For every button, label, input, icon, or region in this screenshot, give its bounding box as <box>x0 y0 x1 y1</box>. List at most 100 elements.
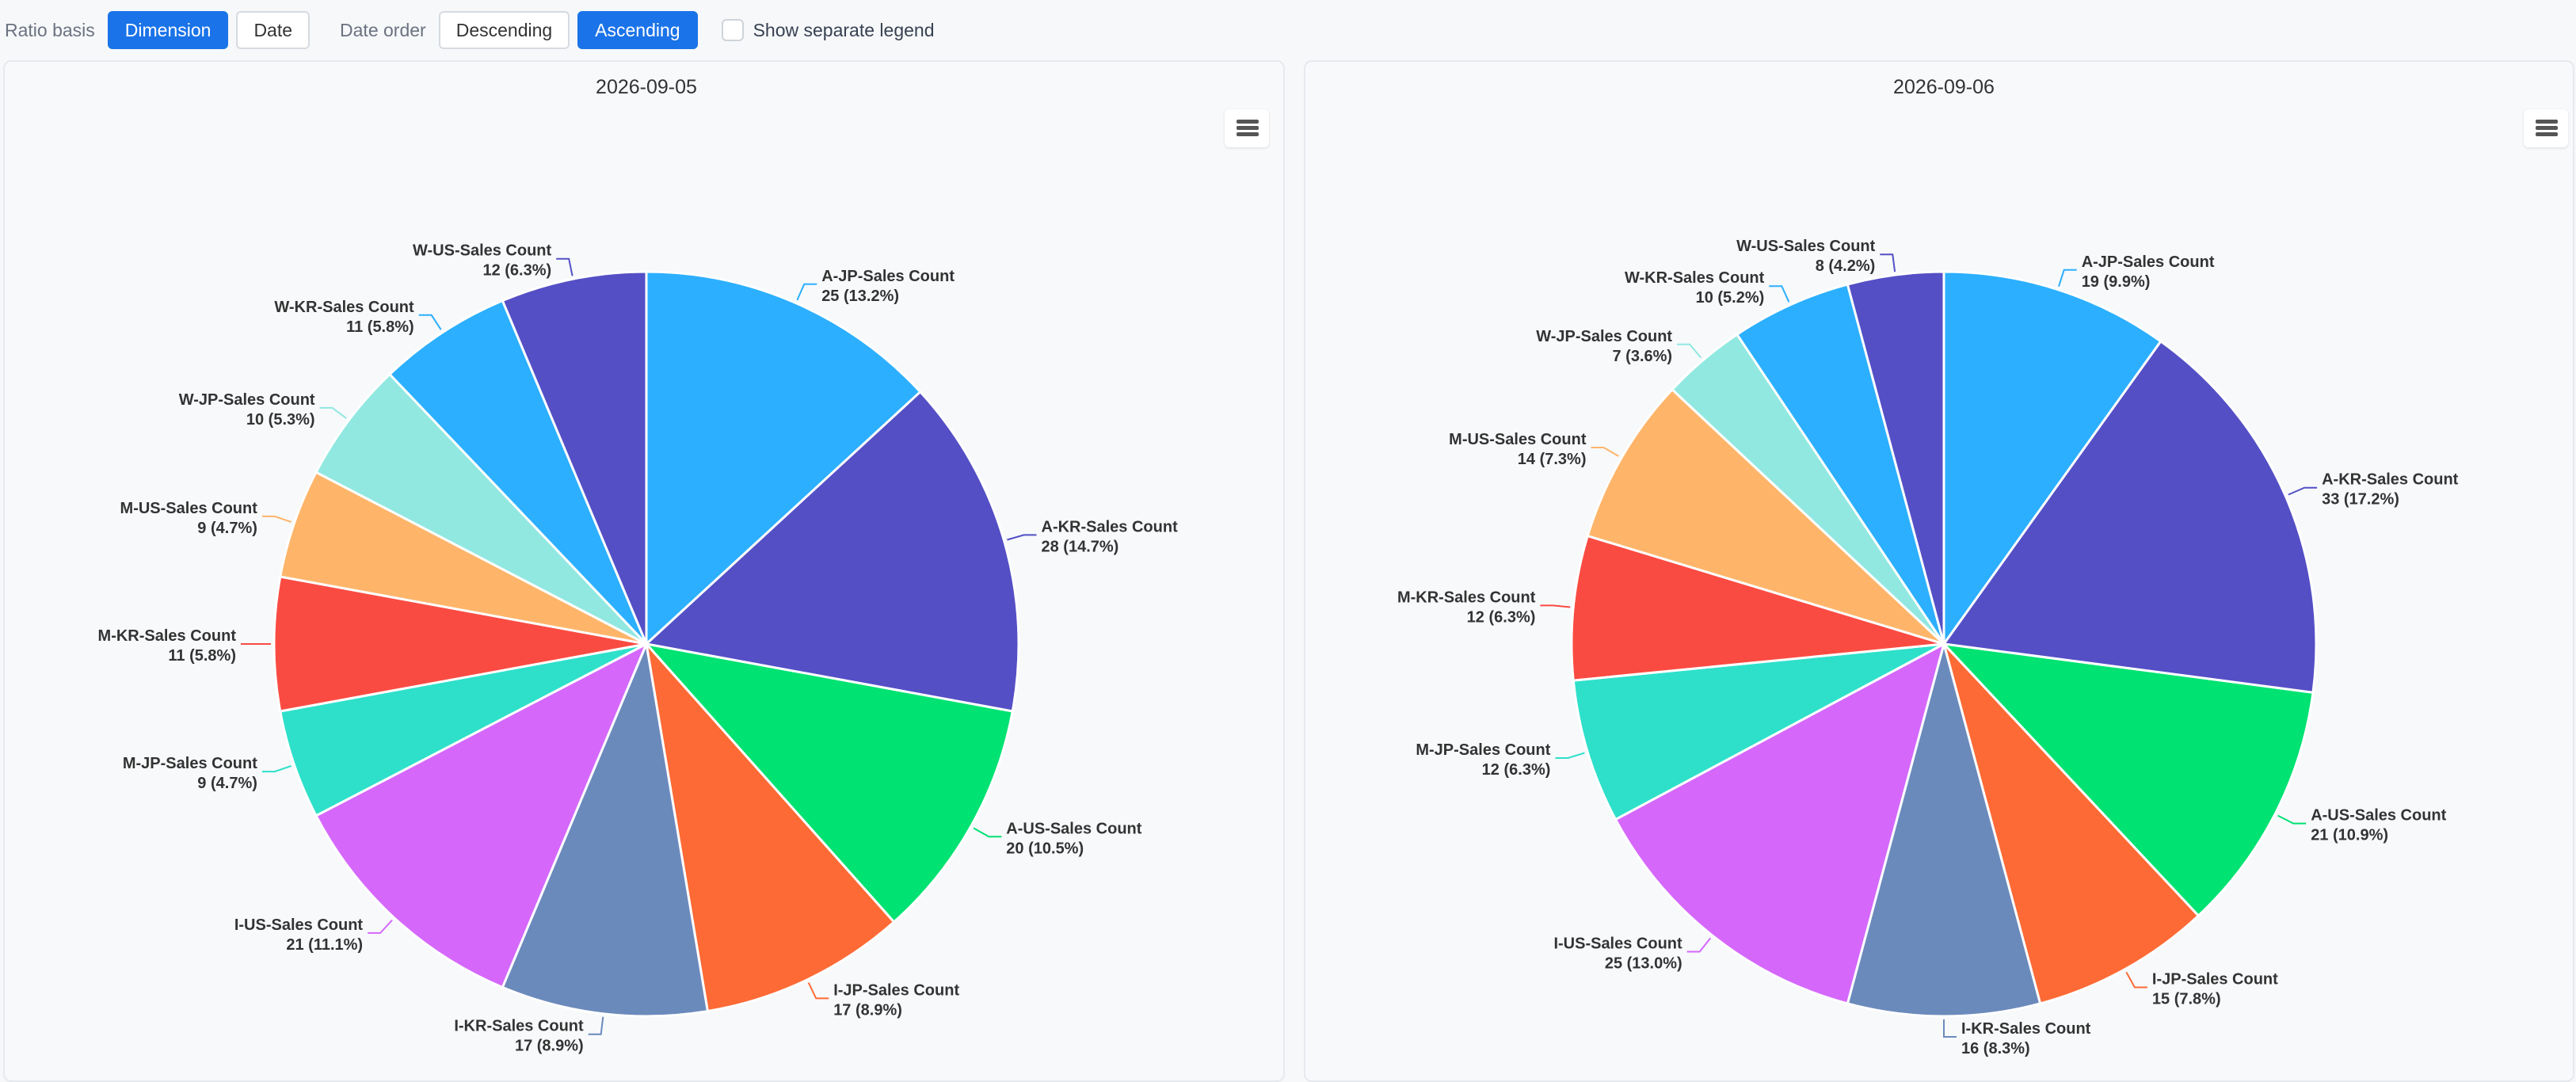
slice-label-value: 20 (10.5%) <box>1006 840 1084 857</box>
slice-label-name: A-US-Sales Count <box>1006 820 1141 837</box>
label-connector <box>368 920 393 934</box>
label-connector <box>588 1016 604 1035</box>
slice-label-value: 15 (7.8%) <box>2152 991 2221 1008</box>
pie-slice-w-kr-sales count[interactable] <box>388 299 648 646</box>
slice-label-value: 9 (4.7%) <box>197 775 257 792</box>
slice-label-value: 17 (8.9%) <box>515 1038 584 1055</box>
slice-label-value: 10 (5.3%) <box>246 411 315 429</box>
chart-panel-2: 2026-09-06 A-JP-Sales Count 19 (9.9%) A-KR-… <box>1304 60 2574 1082</box>
label-connector <box>556 257 574 276</box>
ratio-basis-label: Ratio basis <box>5 19 95 40</box>
separate-legend-checkbox[interactable] <box>721 19 744 41</box>
slice-label-name: I-KR-Sales Count <box>454 1018 584 1035</box>
label-connector <box>1677 343 1702 359</box>
slice-label-name: I-KR-Sales Count <box>1961 1020 2091 1038</box>
slice-label-name: W-US-Sales Count <box>413 242 551 260</box>
slice-label-value: 19 (9.9%) <box>2082 273 2151 291</box>
label-connector <box>2125 971 2147 989</box>
date-order-label: Date order <box>340 19 426 40</box>
pie-slice-a-kr-sales count[interactable] <box>645 391 1020 713</box>
pie-slice-w-us-sales count[interactable] <box>501 270 648 646</box>
slice-label-name: I-US-Sales Count <box>234 916 364 934</box>
label-connector <box>973 827 1002 838</box>
slice-label-name: M-KR-Sales Count <box>98 627 237 645</box>
slice-label-name: M-US-Sales Count <box>120 500 258 517</box>
slice-label-name: M-KR-Sales Count <box>1397 589 1536 606</box>
slice-label-name: M-JP-Sales Count <box>1416 741 1550 759</box>
slice-label-value: 33 (17.2%) <box>2322 491 2399 509</box>
label-connector <box>261 515 292 524</box>
slice-label-name: W-JP-Sales Count <box>179 391 315 409</box>
toolbar: Ratio basis Dimension Date Date order De… <box>0 0 2576 60</box>
pie-slice-a-jp-sales count[interactable] <box>645 270 922 646</box>
pie-slice-a-kr-sales count[interactable] <box>1942 340 2318 694</box>
date-button[interactable]: Date <box>236 11 311 49</box>
slice-label-name: W-KR-Sales Count <box>1625 269 1765 287</box>
label-connector <box>1880 253 1896 272</box>
label-connector <box>1555 752 1585 759</box>
pie-slice-i-kr-sales count[interactable] <box>1846 642 2042 1018</box>
slice-label-value: 12 (6.3%) <box>482 262 551 280</box>
slice-label-value: 7 (3.6%) <box>1613 348 1673 365</box>
label-connector <box>1943 1019 1957 1038</box>
slice-label-value: 21 (10.9%) <box>2311 827 2388 844</box>
pie-slice-w-us-sales count[interactable] <box>1846 270 1945 646</box>
chart-title: 2026-09-05 <box>596 76 697 98</box>
hamburger-icon <box>2536 120 2558 124</box>
slice-label-value: 11 (5.8%) <box>168 647 236 665</box>
slice-label-value: 11 (5.8%) <box>346 318 414 336</box>
slice-label-value: 25 (13.0%) <box>1605 955 1682 973</box>
pie-slice-w-jp-sales count[interactable] <box>314 373 648 646</box>
pie-slice-w-kr-sales count[interactable] <box>1736 283 1945 646</box>
dimension-button[interactable]: Dimension <box>107 11 229 49</box>
chart-title: 2026-09-06 <box>1893 76 1995 98</box>
pie-slice-i-kr-sales count[interactable] <box>501 642 709 1018</box>
label-connector <box>418 314 442 330</box>
chart-menu-button[interactable] <box>2524 109 2568 147</box>
label-connector <box>2277 814 2307 825</box>
chart-panel-1: 2026-09-05 A-JP-Sales Count 25 (13.2%) A-KR… <box>3 60 1285 1082</box>
pie-slice-i-us-sales count[interactable] <box>1614 642 1945 1005</box>
pie-slice-a-jp-sales count[interactable] <box>1942 270 2163 646</box>
slice-label-value: 10 (5.2%) <box>1696 289 1765 307</box>
slice-label-value: 28 (14.7%) <box>1042 538 1119 555</box>
slice-label-name: I-JP-Sales Count <box>833 981 959 999</box>
ascending-button[interactable]: Ascending <box>577 11 698 49</box>
label-connector <box>261 764 292 773</box>
slice-label-name: A-JP-Sales Count <box>821 268 955 285</box>
pie-slice-i-jp-sales count[interactable] <box>1942 642 2200 1005</box>
slice-label-name: A-JP-Sales Count <box>2082 253 2215 271</box>
label-connector <box>796 283 817 301</box>
descending-button[interactable]: Descending <box>438 11 570 49</box>
slice-label-name: M-US-Sales Count <box>1449 431 1587 448</box>
pie-chart-1: 2026-09-05 A-JP-Sales Count 25 (13.2%) A-KR… <box>98 76 1179 1055</box>
slice-label-value: 9 (4.7%) <box>197 520 257 537</box>
label-connector <box>2288 486 2318 496</box>
slice-label-value: 8 (4.2%) <box>1816 257 1876 275</box>
pie-slice-i-jp-sales count[interactable] <box>645 642 896 1013</box>
pie-slice-m-jp-sales count[interactable] <box>1572 642 1945 821</box>
separate-legend-label: Show separate legend <box>753 19 935 40</box>
slice-label-name: I-US-Sales Count <box>1553 935 1682 953</box>
slice-label-name: A-KR-Sales Count <box>1042 518 1179 535</box>
slice-label-name: A-KR-Sales Count <box>2322 471 2459 489</box>
slice-label-value: 17 (8.9%) <box>833 1001 902 1019</box>
label-connector <box>1591 447 1620 457</box>
pie-chart-2: 2026-09-06 A-JP-Sales Count 19 (9.9%) A-KR-… <box>1397 76 2459 1057</box>
pie-slice-a-us-sales count[interactable] <box>1942 642 2315 917</box>
chart-menu-button[interactable] <box>1225 109 1269 147</box>
pie-slice-a-us-sales count[interactable] <box>645 642 1014 924</box>
slice-label-value: 14 (7.3%) <box>1518 451 1587 468</box>
label-connector <box>1686 937 1712 953</box>
pie-slice-m-kr-sales count[interactable] <box>272 575 648 713</box>
slice-label-value: 16 (8.3%) <box>1961 1040 2030 1057</box>
hamburger-icon-line <box>1237 132 1259 136</box>
slice-label-name: W-US-Sales Count <box>1736 238 1875 255</box>
pie-slice-i-us-sales count[interactable] <box>314 642 648 989</box>
label-connector <box>807 982 829 1000</box>
slice-label-value: 21 (11.1%) <box>286 936 363 954</box>
pie-slice-m-us-sales count[interactable] <box>1586 388 1945 646</box>
pie-slice-m-kr-sales count[interactable] <box>1570 535 1945 682</box>
hamburger-icon-line <box>2536 132 2558 136</box>
hamburger-icon-line <box>2536 126 2558 130</box>
